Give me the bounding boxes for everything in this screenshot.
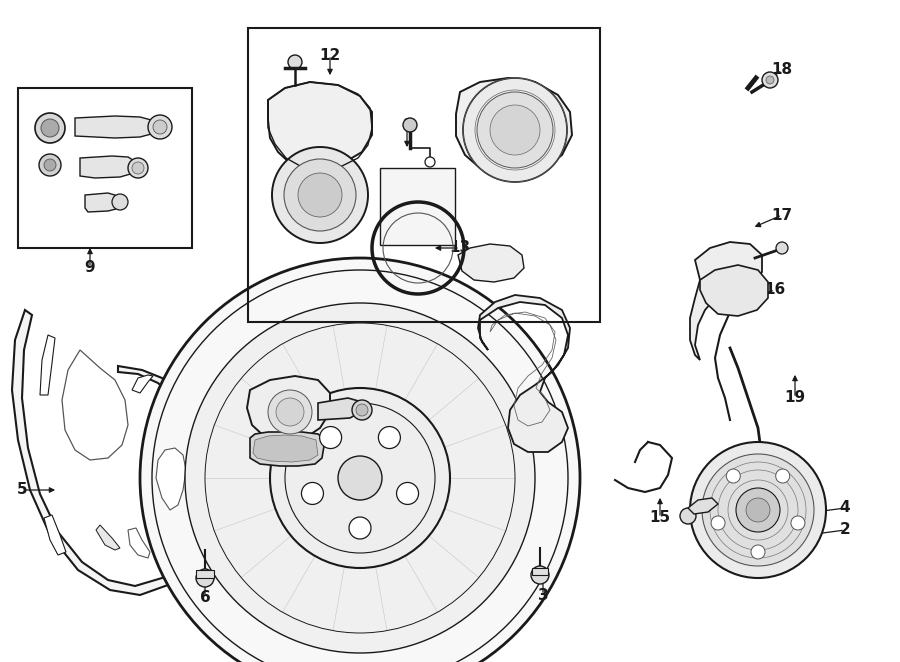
Circle shape [746,498,770,522]
Text: 1: 1 [454,408,465,422]
Circle shape [302,483,323,504]
Circle shape [41,119,59,137]
Circle shape [680,508,696,524]
Circle shape [148,115,172,139]
Circle shape [736,488,780,532]
Text: 9: 9 [85,261,95,275]
Circle shape [403,118,417,132]
Polygon shape [128,528,150,558]
Circle shape [338,456,382,500]
Circle shape [132,162,144,174]
Circle shape [153,120,167,134]
Polygon shape [44,515,66,555]
Polygon shape [268,82,372,170]
Text: 19: 19 [785,391,806,406]
Circle shape [397,483,418,504]
Text: 10: 10 [507,481,527,495]
Polygon shape [253,435,318,462]
Circle shape [791,516,805,530]
Text: 5: 5 [17,483,27,498]
Circle shape [352,400,372,420]
Circle shape [39,154,61,176]
Polygon shape [456,78,572,175]
Circle shape [477,92,553,168]
Circle shape [378,426,400,449]
Polygon shape [62,350,128,460]
Polygon shape [80,156,138,178]
Text: 15: 15 [650,510,670,526]
Circle shape [776,469,789,483]
Bar [248,28,600,322]
Circle shape [726,469,741,483]
Circle shape [356,404,368,416]
Polygon shape [458,244,524,282]
Polygon shape [85,193,122,212]
Circle shape [35,113,65,143]
Circle shape [112,194,128,210]
Circle shape [268,390,312,434]
Polygon shape [380,168,455,245]
Circle shape [128,158,148,178]
Text: 4: 4 [840,500,850,516]
Circle shape [702,454,814,566]
Polygon shape [478,295,570,452]
Polygon shape [688,498,718,514]
Circle shape [766,76,774,84]
Circle shape [44,159,56,171]
Polygon shape [700,265,768,316]
Circle shape [490,105,540,155]
Text: 2: 2 [840,522,850,538]
Circle shape [776,242,788,254]
Circle shape [762,72,778,88]
Polygon shape [40,335,55,395]
Polygon shape [690,242,762,360]
Polygon shape [318,398,364,420]
Polygon shape [156,448,186,510]
Circle shape [284,159,356,231]
Polygon shape [96,525,120,550]
Text: 17: 17 [771,207,793,222]
Polygon shape [132,375,153,393]
Circle shape [751,545,765,559]
Circle shape [320,426,342,449]
Circle shape [298,173,342,217]
Circle shape [185,303,535,653]
Circle shape [690,442,826,578]
Circle shape [196,569,214,587]
Bar [18,88,192,248]
Text: 12: 12 [320,48,340,62]
Text: 13: 13 [449,240,471,256]
Text: 18: 18 [771,62,793,77]
Circle shape [463,78,567,182]
Circle shape [270,388,450,568]
Circle shape [272,147,368,243]
Circle shape [531,566,549,584]
Text: 6: 6 [200,589,211,604]
Text: 11: 11 [346,402,366,418]
Circle shape [140,258,580,662]
Circle shape [349,517,371,539]
Text: 16: 16 [764,283,786,297]
Polygon shape [196,570,214,578]
Polygon shape [247,376,330,442]
Text: 14: 14 [294,448,316,463]
Polygon shape [532,568,548,575]
Text: 3: 3 [537,587,548,602]
Polygon shape [75,116,160,138]
Circle shape [276,398,304,426]
Circle shape [425,157,435,167]
Circle shape [711,516,725,530]
Polygon shape [12,310,212,595]
Text: 7: 7 [318,350,328,365]
Text: 8: 8 [401,117,412,132]
Circle shape [288,55,302,69]
Polygon shape [250,432,325,466]
